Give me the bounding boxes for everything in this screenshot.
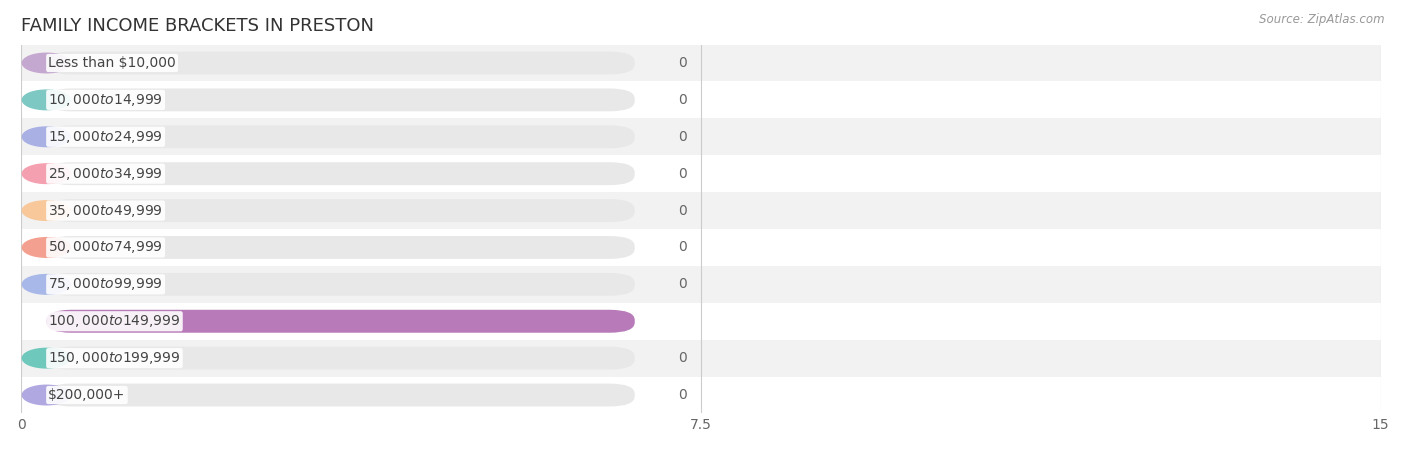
Text: 0: 0 — [678, 241, 688, 255]
Text: 0: 0 — [678, 130, 688, 144]
Bar — [21, 303, 1381, 340]
Bar — [21, 229, 1381, 266]
Circle shape — [22, 164, 70, 184]
Bar — [21, 377, 1381, 414]
Text: $10,000 to $14,999: $10,000 to $14,999 — [48, 92, 163, 108]
Bar — [21, 266, 1381, 303]
Text: $25,000 to $34,999: $25,000 to $34,999 — [48, 166, 163, 182]
Circle shape — [22, 385, 70, 405]
FancyBboxPatch shape — [46, 310, 634, 333]
Bar — [21, 192, 1381, 229]
Text: Source: ZipAtlas.com: Source: ZipAtlas.com — [1260, 13, 1385, 26]
Text: $200,000+: $200,000+ — [48, 388, 125, 402]
Bar — [21, 119, 1381, 155]
Circle shape — [22, 53, 70, 73]
Text: 0: 0 — [678, 93, 688, 107]
Text: Less than $10,000: Less than $10,000 — [48, 56, 176, 70]
Text: 0: 0 — [678, 203, 688, 218]
FancyBboxPatch shape — [46, 273, 634, 296]
FancyBboxPatch shape — [46, 199, 634, 222]
Text: $100,000 to $149,999: $100,000 to $149,999 — [48, 313, 180, 329]
Text: 0: 0 — [678, 167, 688, 180]
Text: 0: 0 — [678, 388, 688, 402]
Text: 0: 0 — [678, 351, 688, 365]
Text: 15: 15 — [1350, 314, 1367, 328]
Text: 0: 0 — [678, 56, 688, 70]
Circle shape — [22, 275, 70, 294]
Text: $75,000 to $99,999: $75,000 to $99,999 — [48, 276, 163, 292]
FancyBboxPatch shape — [46, 310, 634, 333]
Text: $35,000 to $49,999: $35,000 to $49,999 — [48, 202, 163, 219]
Bar — [21, 155, 1381, 192]
FancyBboxPatch shape — [46, 88, 634, 111]
Text: FAMILY INCOME BRACKETS IN PRESTON: FAMILY INCOME BRACKETS IN PRESTON — [21, 17, 374, 35]
FancyBboxPatch shape — [46, 125, 634, 148]
Text: $50,000 to $74,999: $50,000 to $74,999 — [48, 239, 163, 255]
Bar — [21, 81, 1381, 119]
Bar — [21, 340, 1381, 377]
Bar — [21, 44, 1381, 81]
Text: 0: 0 — [678, 277, 688, 291]
Circle shape — [22, 90, 70, 110]
FancyBboxPatch shape — [46, 236, 634, 259]
Circle shape — [22, 127, 70, 146]
FancyBboxPatch shape — [46, 347, 634, 370]
Circle shape — [22, 348, 70, 368]
FancyBboxPatch shape — [46, 383, 634, 406]
FancyBboxPatch shape — [46, 52, 634, 75]
Text: $150,000 to $199,999: $150,000 to $199,999 — [48, 350, 180, 366]
Circle shape — [22, 201, 70, 220]
Text: $15,000 to $24,999: $15,000 to $24,999 — [48, 129, 163, 145]
FancyBboxPatch shape — [46, 162, 634, 185]
Circle shape — [22, 238, 70, 257]
